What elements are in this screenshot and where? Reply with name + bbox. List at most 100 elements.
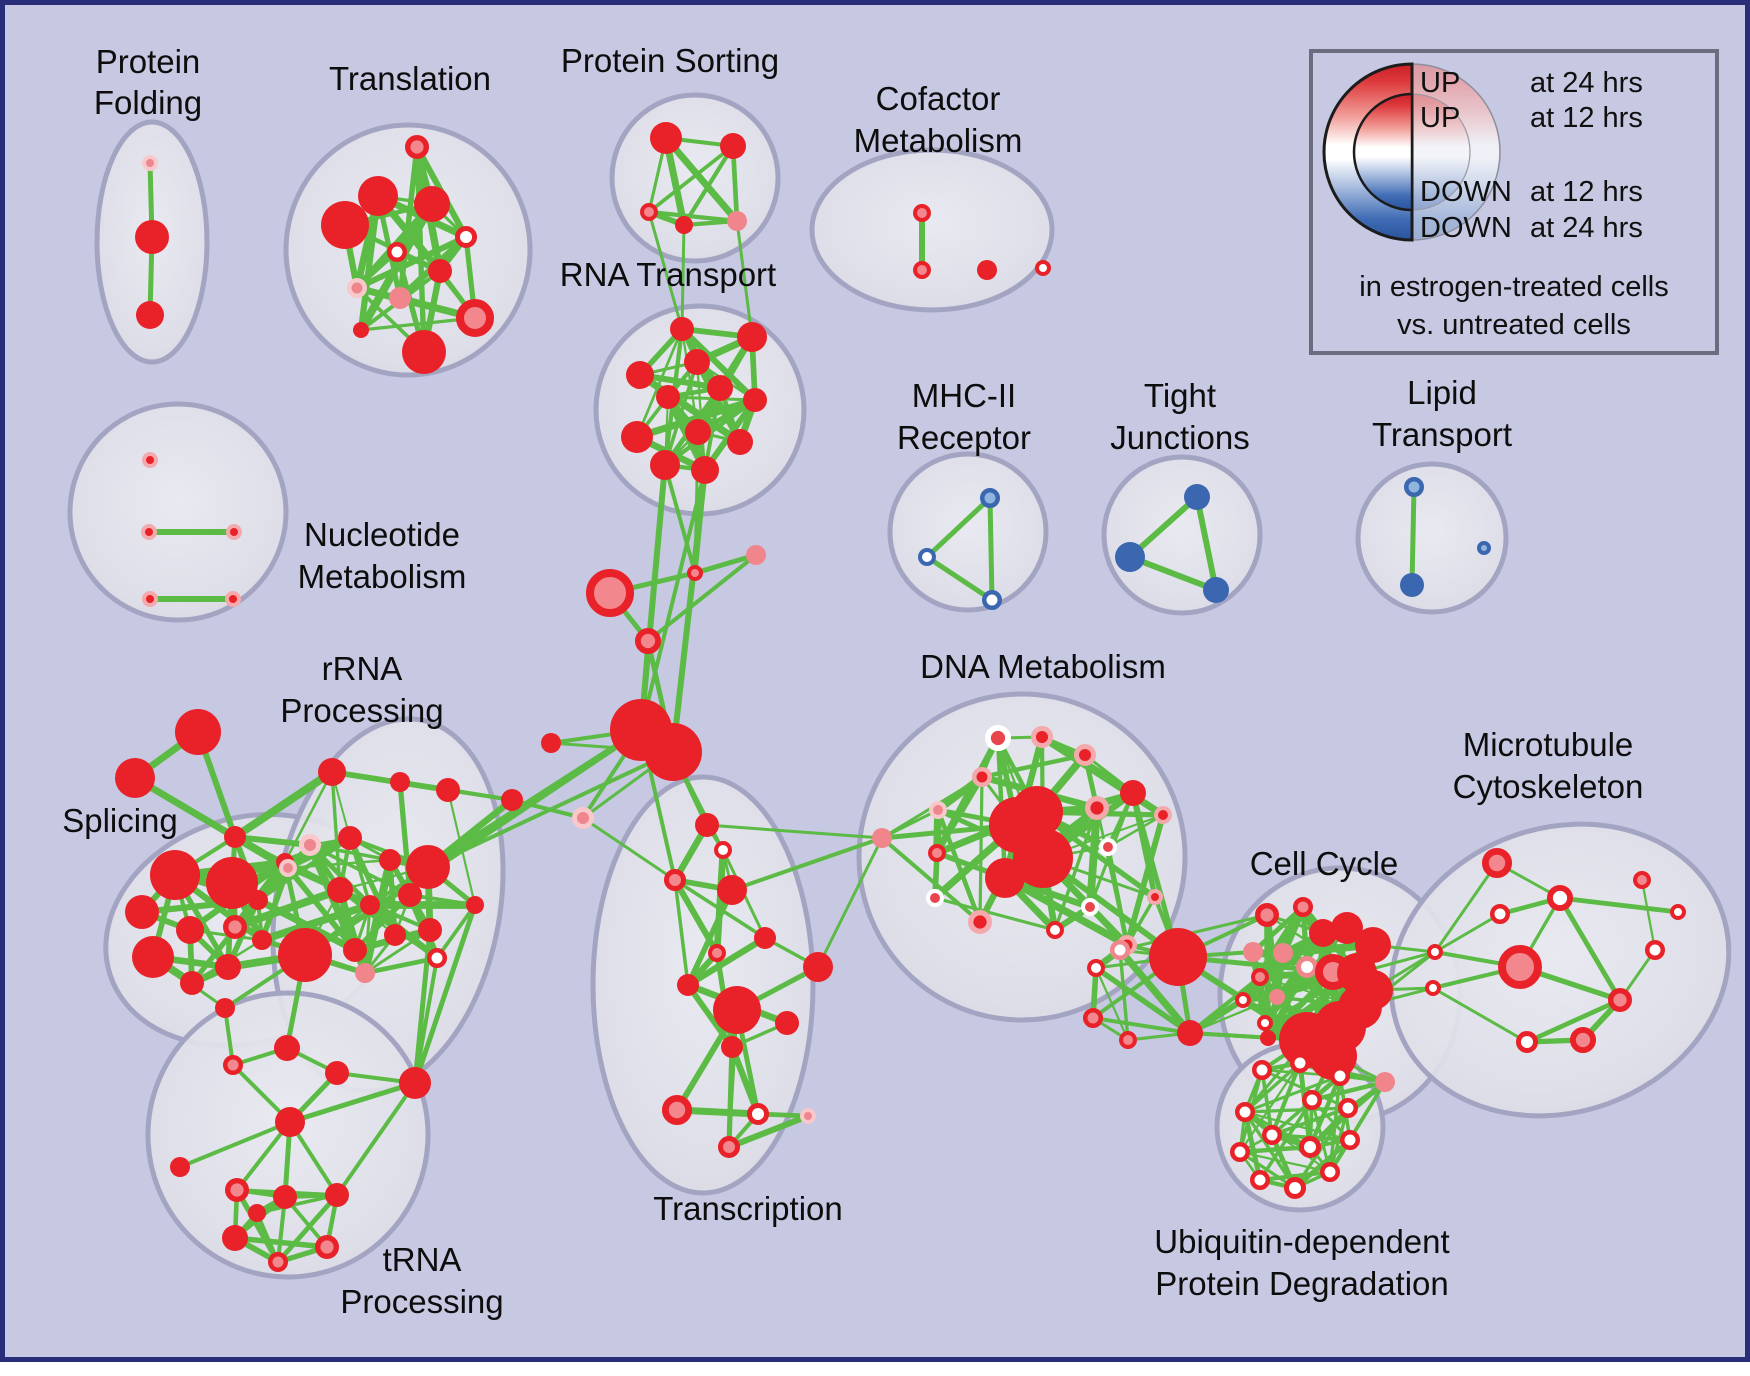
cluster-label: Processing <box>340 1283 503 1320</box>
network-edge <box>1001 874 1131 949</box>
cluster-label: MHC-II <box>912 377 1016 414</box>
legend-caption-line1: in estrogen-treated cells <box>1359 271 1669 303</box>
network-node <box>714 841 732 859</box>
network-node <box>1230 1142 1250 1162</box>
network-node <box>541 733 561 753</box>
network-edge <box>283 770 334 864</box>
network-node <box>115 758 155 798</box>
network-node <box>1177 1020 1203 1046</box>
network-node <box>1607 988 1632 1013</box>
network-edge <box>638 462 668 733</box>
network-edge <box>412 902 478 1086</box>
network-node <box>644 723 702 781</box>
network-edge <box>728 1043 762 1118</box>
network-node <box>1309 919 1337 947</box>
network-edge <box>1127 554 1219 593</box>
network-edge <box>1292 1137 1353 1191</box>
cluster-label: Translation <box>329 60 491 97</box>
network-node <box>1035 260 1051 276</box>
network-edge <box>1557 895 1623 1003</box>
network-node <box>1320 1162 1340 1182</box>
network-edge <box>510 798 585 820</box>
cluster-label: RNA Transport <box>560 256 776 293</box>
network-node <box>315 1234 340 1259</box>
network-node <box>1427 944 1443 960</box>
network-edge <box>359 316 477 332</box>
network-node <box>1081 898 1099 916</box>
cluster-bubble-mhc-ii-receptor <box>887 451 1049 613</box>
network-node <box>273 1185 297 1209</box>
network-node <box>687 565 703 581</box>
cluster-label: Metabolism <box>298 558 467 595</box>
legend-down-24-time: at 24 hrs <box>1530 212 1643 244</box>
network-edge <box>979 752 1088 780</box>
network-edge <box>189 897 261 986</box>
network-edge <box>232 1235 330 1250</box>
network-node <box>918 548 936 566</box>
network-node <box>347 278 367 298</box>
network-node <box>1546 884 1574 912</box>
network-edge <box>1243 1074 1342 1114</box>
network-node <box>125 895 159 929</box>
network-node <box>1235 992 1251 1008</box>
cluster-label: tRNA <box>383 1241 462 1278</box>
network-node <box>982 590 1002 610</box>
cluster-label: Splicing <box>62 802 178 839</box>
network-node <box>274 1035 300 1061</box>
network-node <box>1254 903 1279 928</box>
network-node <box>675 216 693 234</box>
network-node <box>1477 541 1491 555</box>
network-node <box>621 421 653 453</box>
network-edge <box>633 396 759 441</box>
network-node <box>1302 1090 1322 1110</box>
network-node <box>720 133 746 159</box>
network-node <box>170 1157 190 1177</box>
network-node <box>984 724 1012 752</box>
network-node <box>1251 968 1269 986</box>
network-edge <box>673 878 690 987</box>
network-edge <box>1105 844 1130 948</box>
network-node <box>142 591 158 607</box>
network-edge <box>647 210 684 331</box>
network-node <box>1490 904 1510 924</box>
network-edge <box>933 896 1057 932</box>
cluster-label: rRNA <box>322 650 403 687</box>
network-node <box>1243 942 1263 962</box>
network-node <box>926 889 944 907</box>
cluster-label: Folding <box>94 84 202 121</box>
network-node <box>727 429 753 455</box>
network-node <box>1569 1026 1597 1054</box>
cluster-bubble-tight-junctions <box>1101 454 1263 616</box>
network-node <box>222 915 247 940</box>
network-edge <box>1086 804 1101 911</box>
network-node <box>1030 725 1054 749</box>
network-edge <box>681 143 736 228</box>
network-edge <box>684 934 769 989</box>
cluster-label: DNA Metabolism <box>920 648 1166 685</box>
network-node <box>980 488 1000 508</box>
network-node <box>384 924 406 946</box>
network-node <box>1293 897 1313 917</box>
network-edge <box>924 495 993 560</box>
network-node <box>225 591 241 607</box>
network-edge <box>880 836 982 924</box>
network-node <box>717 1135 741 1159</box>
legend-glyph-inner-left <box>1352 92 1414 212</box>
network-edge <box>581 816 677 882</box>
network-node <box>684 349 710 375</box>
cluster-label: Transcription <box>653 1190 843 1227</box>
cluster-label: Transport <box>1372 416 1512 453</box>
network-node <box>754 927 776 949</box>
network-node <box>1283 1176 1307 1200</box>
network-edge <box>670 467 708 755</box>
legend-down-12-time: at 12 hrs <box>1530 176 1643 208</box>
network-edge <box>1124 812 1166 948</box>
network-node <box>325 1183 349 1207</box>
network-node <box>677 974 699 996</box>
network-node <box>248 1204 266 1222</box>
cluster-label: Tight <box>1144 377 1216 414</box>
network-node <box>977 260 997 280</box>
network-node <box>1633 871 1651 889</box>
network-node <box>338 826 362 850</box>
